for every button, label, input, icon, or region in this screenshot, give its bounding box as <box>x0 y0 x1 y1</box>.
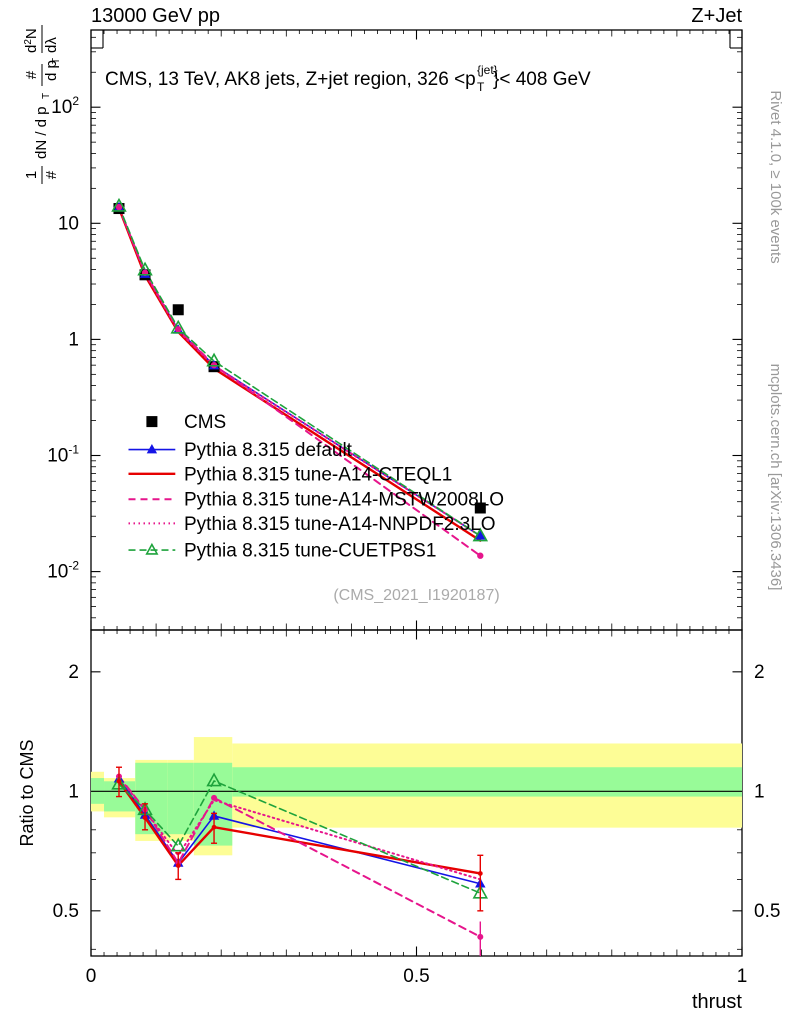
svg-text:dλ: dλ <box>43 37 60 53</box>
svg-text:Pythia 8.315 tune-CUETP8S1: Pythia 8.315 tune-CUETP8S1 <box>184 541 436 562</box>
svg-text:#: # <box>23 70 40 79</box>
svg-text:Z+Jet: Z+Jet <box>691 5 742 27</box>
svg-text:Pythia 8.315 default: Pythia 8.315 default <box>184 440 353 461</box>
svg-text:T: T <box>41 93 52 99</box>
svg-text:1: 1 <box>23 171 40 179</box>
svg-text:0.5: 0.5 <box>403 966 429 987</box>
svg-text:13000 GeV pp: 13000 GeV pp <box>91 5 220 27</box>
svg-text:T: T <box>477 80 485 94</box>
svg-text:2: 2 <box>68 662 79 683</box>
svg-text:0.5: 0.5 <box>53 901 79 922</box>
svg-text:dN / d p: dN / d p <box>33 106 50 159</box>
svg-text:(CMS_2021_I1920187): (CMS_2021_I1920187) <box>333 587 499 604</box>
svg-text:1: 1 <box>68 781 79 802</box>
svg-text:Pythia 8.315 tune-A14-CTEQL1: Pythia 8.315 tune-A14-CTEQL1 <box>184 464 452 485</box>
svg-text:thrust: thrust <box>692 991 742 1013</box>
svg-text:mcplots.cern.ch [arXiv:1306.34: mcplots.cern.ch [arXiv:1306.3436] <box>767 364 784 591</box>
svg-text:Pythia 8.315 tune-A14-NNPDF2.3: Pythia 8.315 tune-A14-NNPDF2.3LO <box>184 514 496 535</box>
svg-text:Rivet 4.1.0, ≥ 100k events: Rivet 4.1.0, ≥ 100k events <box>767 90 784 263</box>
svg-text:0: 0 <box>86 966 97 987</box>
svg-text:Ratio to CMS: Ratio to CMS <box>17 739 37 846</box>
svg-text:10: 10 <box>58 213 79 234</box>
svg-text:0.5: 0.5 <box>754 901 780 922</box>
svg-text:T: T <box>51 58 62 64</box>
svg-text:1: 1 <box>68 329 79 350</box>
svg-text:1: 1 <box>737 966 748 987</box>
svg-text:CMS, 13 TeV, AK8 jets, Z+jet r: CMS, 13 TeV, AK8 jets, Z+jet region, 326… <box>105 69 476 90</box>
svg-text:}< 408 GeV: }< 408 GeV <box>493 69 591 90</box>
svg-text:2: 2 <box>754 662 765 683</box>
svg-text:Pythia 8.315 tune-A14-MSTW2008: Pythia 8.315 tune-A14-MSTW2008LO <box>184 490 504 511</box>
svg-text:#: # <box>43 170 60 179</box>
svg-text:1: 1 <box>754 781 765 802</box>
svg-text:CMS: CMS <box>184 412 226 433</box>
